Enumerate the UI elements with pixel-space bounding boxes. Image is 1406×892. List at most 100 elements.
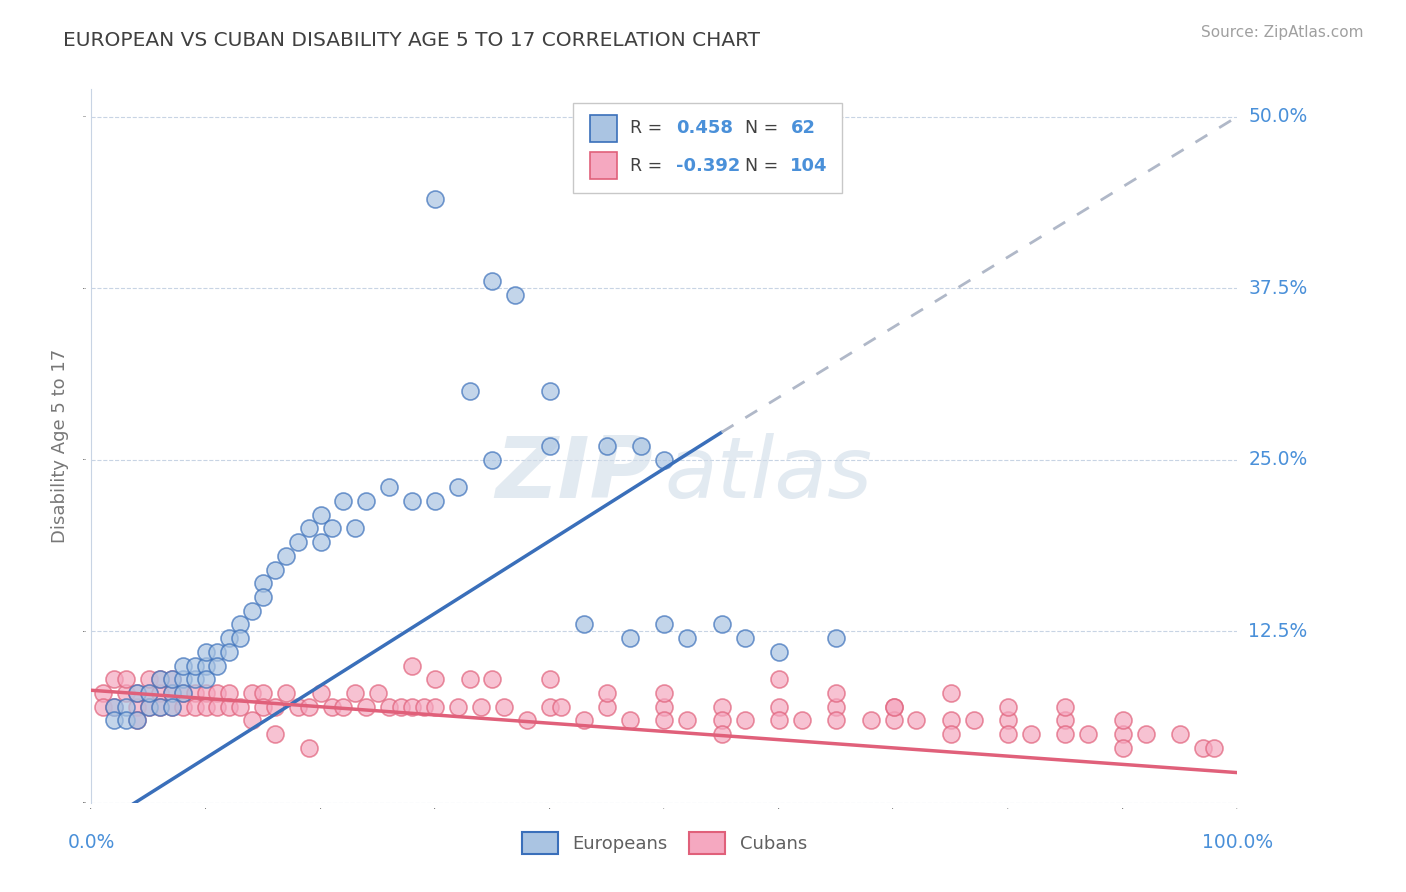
Point	[240, 604, 263, 618]
Point	[240, 714, 263, 728]
Point	[263, 727, 285, 741]
Point	[229, 699, 252, 714]
Point	[630, 439, 652, 453]
Text: N =: N =	[745, 157, 778, 175]
Point	[127, 686, 149, 700]
Point	[1019, 727, 1042, 741]
Point	[768, 714, 790, 728]
Text: R =: R =	[630, 120, 662, 137]
Point	[882, 699, 904, 714]
Point	[825, 631, 848, 645]
Point	[596, 686, 619, 700]
Point	[103, 699, 125, 714]
Point	[538, 673, 561, 687]
Point	[356, 494, 378, 508]
Point	[160, 673, 183, 687]
Point	[412, 699, 434, 714]
Point	[309, 508, 332, 522]
Point	[127, 686, 149, 700]
Point	[423, 699, 446, 714]
Point	[138, 699, 160, 714]
Point	[378, 480, 401, 494]
Point	[252, 686, 274, 700]
Point	[997, 699, 1019, 714]
Point	[710, 727, 733, 741]
Point	[905, 714, 928, 728]
Point	[596, 699, 619, 714]
Point	[298, 521, 321, 535]
Point	[138, 699, 160, 714]
Point	[229, 617, 252, 632]
Point	[1054, 714, 1077, 728]
Point	[172, 658, 194, 673]
Point	[321, 699, 343, 714]
Point	[619, 631, 641, 645]
Point	[332, 699, 354, 714]
Point	[127, 699, 149, 714]
Text: atlas: atlas	[664, 433, 872, 516]
Point	[287, 699, 309, 714]
Point	[127, 714, 149, 728]
Point	[458, 673, 481, 687]
Point	[1135, 727, 1157, 741]
Point	[447, 699, 470, 714]
Point	[252, 590, 274, 604]
Point	[218, 631, 240, 645]
Point	[207, 699, 229, 714]
Point	[734, 631, 756, 645]
Point	[263, 699, 285, 714]
Point	[825, 699, 848, 714]
Point	[652, 452, 675, 467]
Point	[160, 673, 183, 687]
Point	[1168, 727, 1191, 741]
Text: ZIP: ZIP	[495, 433, 652, 516]
Text: R =: R =	[630, 157, 662, 175]
Point	[160, 686, 183, 700]
Point	[103, 714, 125, 728]
Point	[676, 714, 699, 728]
Point	[114, 714, 136, 728]
Text: 50.0%: 50.0%	[1249, 107, 1308, 126]
Text: 0.0%: 0.0%	[67, 833, 115, 853]
Point	[263, 562, 285, 576]
Point	[378, 699, 401, 714]
Point	[160, 699, 183, 714]
Text: 37.5%: 37.5%	[1249, 278, 1308, 298]
Point	[997, 714, 1019, 728]
Point	[1204, 740, 1226, 755]
Point	[492, 699, 515, 714]
Text: 62: 62	[790, 120, 815, 137]
Point	[172, 686, 194, 700]
Point	[652, 699, 675, 714]
Point	[309, 535, 332, 549]
Point	[276, 686, 298, 700]
Point	[1111, 740, 1133, 755]
Point	[652, 714, 675, 728]
Point	[458, 384, 481, 398]
Point	[1111, 714, 1133, 728]
Point	[652, 686, 675, 700]
Point	[572, 714, 595, 728]
Point	[183, 686, 205, 700]
Point	[114, 686, 136, 700]
Point	[882, 714, 904, 728]
Point	[332, 494, 354, 508]
Text: 25.0%: 25.0%	[1249, 450, 1308, 469]
Text: -0.392: -0.392	[676, 157, 740, 175]
Point	[768, 673, 790, 687]
Point	[103, 673, 125, 687]
Point	[149, 686, 172, 700]
Point	[172, 673, 194, 687]
Point	[207, 645, 229, 659]
Point	[172, 686, 194, 700]
Text: 104: 104	[790, 157, 828, 175]
Point	[997, 727, 1019, 741]
Legend: Europeans, Cubans: Europeans, Cubans	[515, 825, 814, 862]
Point	[1192, 740, 1215, 755]
Point	[194, 699, 217, 714]
Point	[127, 714, 149, 728]
Point	[229, 631, 252, 645]
Point	[252, 576, 274, 591]
Point	[710, 699, 733, 714]
Point	[343, 521, 366, 535]
